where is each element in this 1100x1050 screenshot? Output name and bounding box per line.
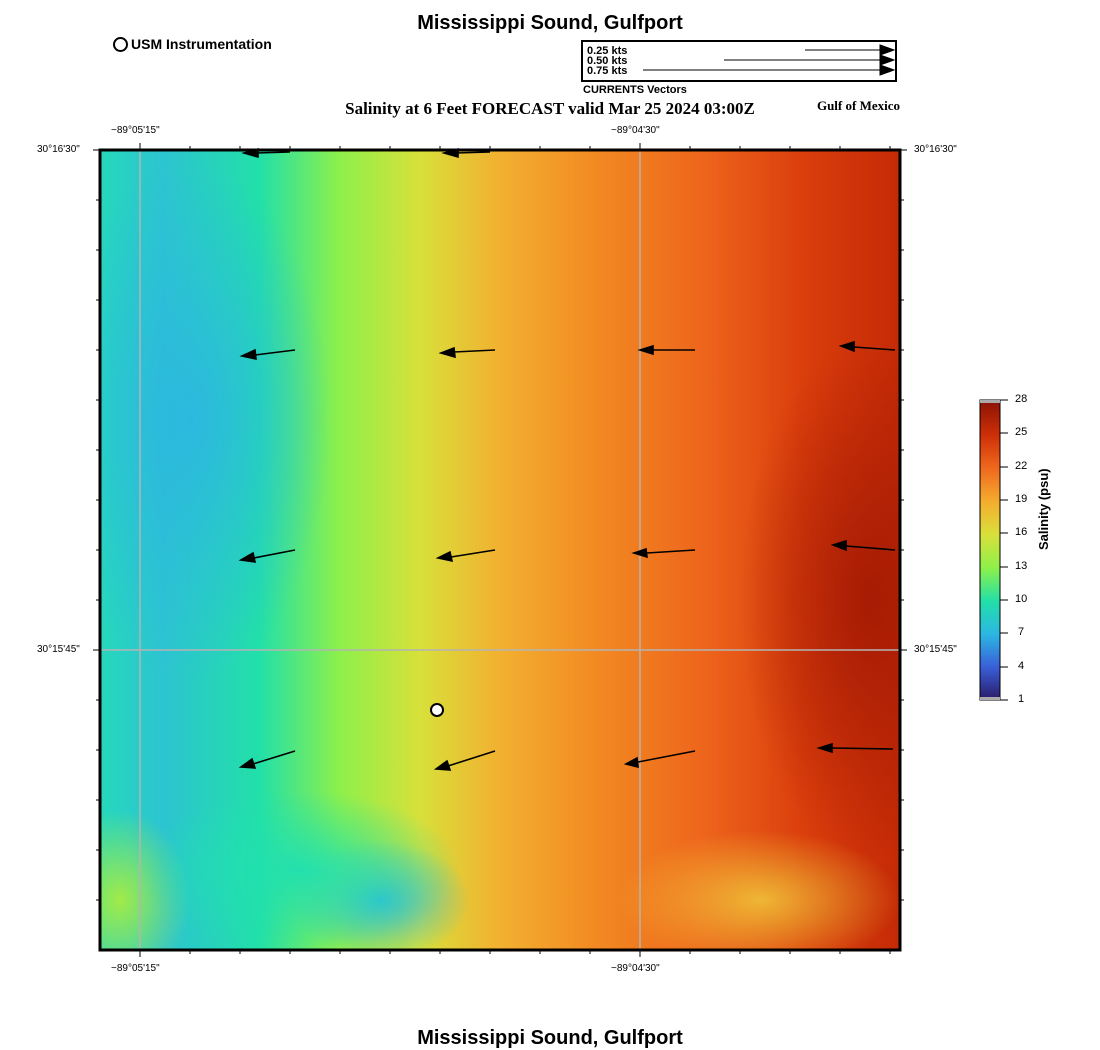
map-title: Mississippi Sound, Gulfport — [417, 12, 683, 34]
open-circle-icon — [113, 36, 128, 52]
lat-tick-left-1: 30°16'30" — [37, 144, 80, 155]
vector-legend-box: 0.25 kts 0.50 kts 0.75 kts — [581, 40, 897, 82]
current-vector — [631, 547, 696, 559]
colorbar-title: Salinity (psu) — [1036, 468, 1051, 550]
lon-tick-top-1: −89°05'15" — [111, 125, 160, 136]
vector-legend-label-3: 0.75 kts — [587, 65, 628, 77]
colorbar-label: 1 — [1018, 693, 1025, 705]
colorbar-label: 4 — [1018, 660, 1025, 672]
current-vector — [435, 549, 496, 563]
colorbar-label: 7 — [1018, 626, 1025, 638]
colorbar — [979, 399, 1001, 701]
vector-legend-label-2: 0.50 kts — [587, 55, 628, 67]
colorbar-label: 19 — [1015, 493, 1028, 505]
lon-tick-bottom-1: −89°05'15" — [111, 963, 160, 974]
current-vector — [433, 750, 496, 771]
lat-tick-right-2: 30°15'45" — [914, 644, 957, 655]
colorbar-label: 13 — [1015, 560, 1028, 572]
current-vector — [238, 549, 296, 563]
current-vector — [830, 539, 896, 552]
colorbar-label: 25 — [1015, 426, 1028, 438]
colorbar-label: 10 — [1015, 593, 1028, 605]
current-vector — [239, 348, 296, 361]
lon-tick-top-2: −89°04'30" — [611, 125, 660, 136]
vector-legend-caption: CURRENTS Vectors — [583, 84, 687, 96]
current-vector — [441, 147, 491, 159]
colorbar-label: 16 — [1015, 526, 1028, 538]
colorbar-label: 22 — [1015, 460, 1028, 472]
current-vector — [838, 340, 896, 353]
station-legend-label: USM Instrumentation — [131, 36, 272, 52]
lon-tick-bottom-2: −89°04'30" — [611, 963, 660, 974]
current-vector — [238, 750, 296, 769]
vector-legend-arrowhead-2 — [879, 54, 895, 66]
salinity-field — [100, 150, 900, 950]
current-vector — [816, 742, 894, 754]
current-vector — [241, 147, 291, 159]
bottom-title: Mississippi Sound, Gulfport — [417, 1027, 683, 1049]
map-subtitle: Salinity at 6 Feet FORECAST valid Mar 25… — [345, 99, 755, 118]
colorbar-label: 28 — [1015, 393, 1028, 405]
current-vector — [637, 344, 695, 356]
vector-legend-arrowhead-3 — [879, 64, 895, 76]
current-vector — [438, 346, 496, 359]
lat-tick-right-1: 30°16'30" — [914, 144, 957, 155]
current-vectors — [238, 147, 896, 771]
colorbar-bottom-cap — [980, 697, 1000, 700]
vector-legend-label-1: 0.25 kts — [587, 45, 628, 57]
vector-legend-arrowhead-1 — [879, 44, 895, 56]
station-legend: USM Instrumentation — [113, 36, 272, 52]
colorbar-top-cap — [980, 400, 1000, 403]
region-label: Gulf of Mexico — [816, 98, 900, 113]
usm-instrumentation-station-icon[interactable] — [430, 703, 444, 717]
graticule — [100, 150, 900, 950]
colorbar-ticks — [1000, 399, 1008, 701]
frame-ticks — [93, 143, 907, 957]
vector-legend-arrows — [643, 44, 895, 76]
current-vector — [623, 750, 696, 769]
lat-tick-left-2: 30°15'45" — [37, 644, 80, 655]
